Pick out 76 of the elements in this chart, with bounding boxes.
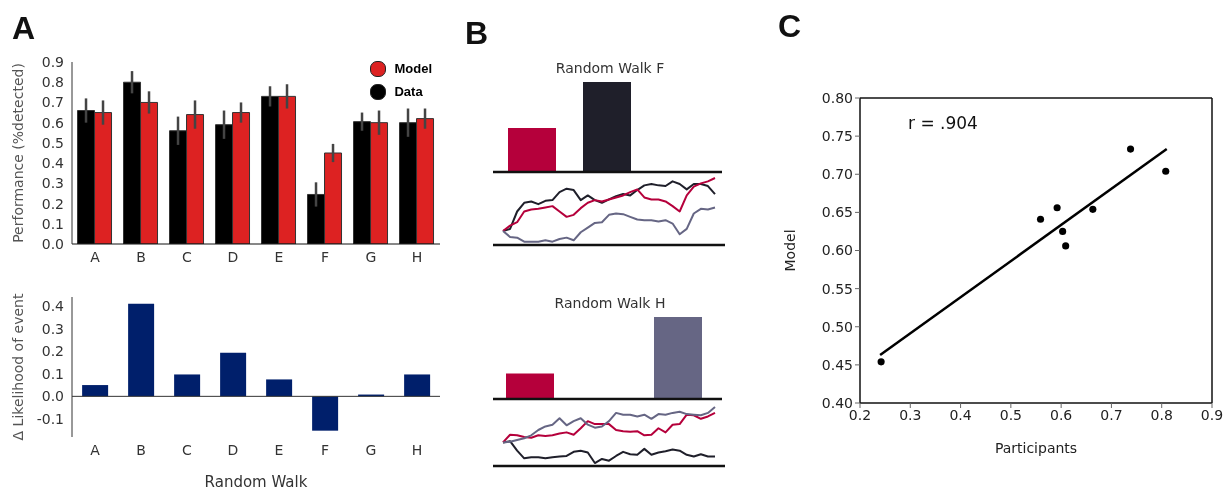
- x-tick-label: A: [90, 441, 101, 458]
- x-tick-label: 0.6: [1050, 406, 1073, 423]
- y-tick-label: -0.1: [36, 410, 64, 427]
- y-tick-label: 0.65: [821, 204, 853, 221]
- x-tick-label: 0.8: [1150, 406, 1173, 423]
- y-tick-label: 0.70: [821, 166, 853, 183]
- y-tick-label: 0.9: [41, 53, 64, 70]
- x-axis-title: Participants: [994, 440, 1078, 456]
- text: C: [778, 8, 802, 45]
- y-tick-label: 0.80: [821, 89, 853, 106]
- x-tick-label: B: [136, 248, 146, 265]
- bar: [174, 374, 201, 397]
- x-tick-label: A: [90, 248, 101, 265]
- y-tick-label: 0.7: [41, 94, 64, 111]
- legend-label: Model: [394, 61, 432, 76]
- point: [1062, 242, 1070, 250]
- y-tick-label: 0.4: [41, 155, 65, 172]
- y-tick-label: 0.50: [821, 318, 853, 335]
- chart-title: Random Walk H: [553, 295, 667, 313]
- bar: [82, 385, 109, 397]
- y-tick-label: 0.45: [821, 356, 853, 373]
- y-axis-title: Δ Likelihood of event: [9, 293, 26, 441]
- x-tick-label: F: [320, 441, 330, 458]
- x-tick-label: 0.7: [1100, 406, 1123, 423]
- y-tick-label: 0.3: [41, 175, 64, 192]
- x-tick-label: 0.4: [949, 406, 972, 423]
- x-tick-label: H: [411, 248, 423, 265]
- y-tick-label: 0.5: [41, 134, 64, 151]
- x-tick-label: 0.9: [1200, 406, 1224, 423]
- annotation: r = .904: [908, 113, 978, 133]
- x-tick-label: E: [274, 248, 284, 265]
- y-tick-label: 0.3: [41, 320, 64, 337]
- x-tick-label: H: [411, 441, 423, 458]
- bar: [220, 352, 247, 397]
- point: [1059, 227, 1067, 235]
- text: A: [12, 10, 36, 47]
- y-axis-title: Model: [781, 229, 798, 272]
- x-tick-label: E: [274, 441, 284, 458]
- x-tick-label: B: [136, 441, 146, 458]
- y-axis-title: Performance (%detected): [9, 63, 26, 243]
- y-tick-label: 0.4: [41, 298, 65, 314]
- y-tick-label: 0.75: [821, 128, 853, 145]
- bar: [312, 396, 339, 431]
- x-tick-label: F: [320, 248, 330, 265]
- y-tick-label: 0.2: [41, 195, 64, 212]
- point: [877, 358, 885, 366]
- point: [1089, 205, 1097, 213]
- y-tick-label: 0.0: [41, 235, 64, 252]
- y-tick-label: 0.40: [821, 394, 853, 411]
- x-tick-label: G: [365, 248, 377, 265]
- point: [1162, 167, 1170, 175]
- chart-title: Random Walk F: [554, 60, 666, 78]
- y-tick-label: 0.60: [821, 242, 853, 259]
- y-tick-label: 0.2: [41, 343, 64, 360]
- x-tick-label: 0.5: [999, 406, 1022, 423]
- y-tick-label: 0.0: [41, 388, 64, 405]
- point: [1126, 145, 1135, 153]
- y-tick-label: 0.8: [41, 74, 64, 91]
- x-tick-label: C: [182, 441, 193, 458]
- bar: [128, 303, 155, 397]
- y-tick-label: 0.6: [41, 114, 65, 131]
- text: B: [465, 15, 489, 52]
- x-tick-label: G: [365, 441, 377, 458]
- y-tick-label: 0.55: [821, 280, 853, 297]
- x-tick-label: C: [182, 248, 193, 265]
- point: [1053, 204, 1061, 212]
- x-tick-label: D: [227, 248, 239, 265]
- x-tick-label: D: [227, 441, 239, 458]
- bar: [266, 379, 293, 397]
- bar: [404, 374, 431, 397]
- y-tick-label: 0.1: [41, 365, 64, 382]
- y-tick-label: 0.1: [41, 215, 64, 232]
- x-axis-title: Random Walk: [204, 473, 308, 491]
- point: [1036, 215, 1045, 223]
- legend-label: Data: [394, 84, 423, 99]
- x-tick-label: 0.3: [899, 406, 922, 423]
